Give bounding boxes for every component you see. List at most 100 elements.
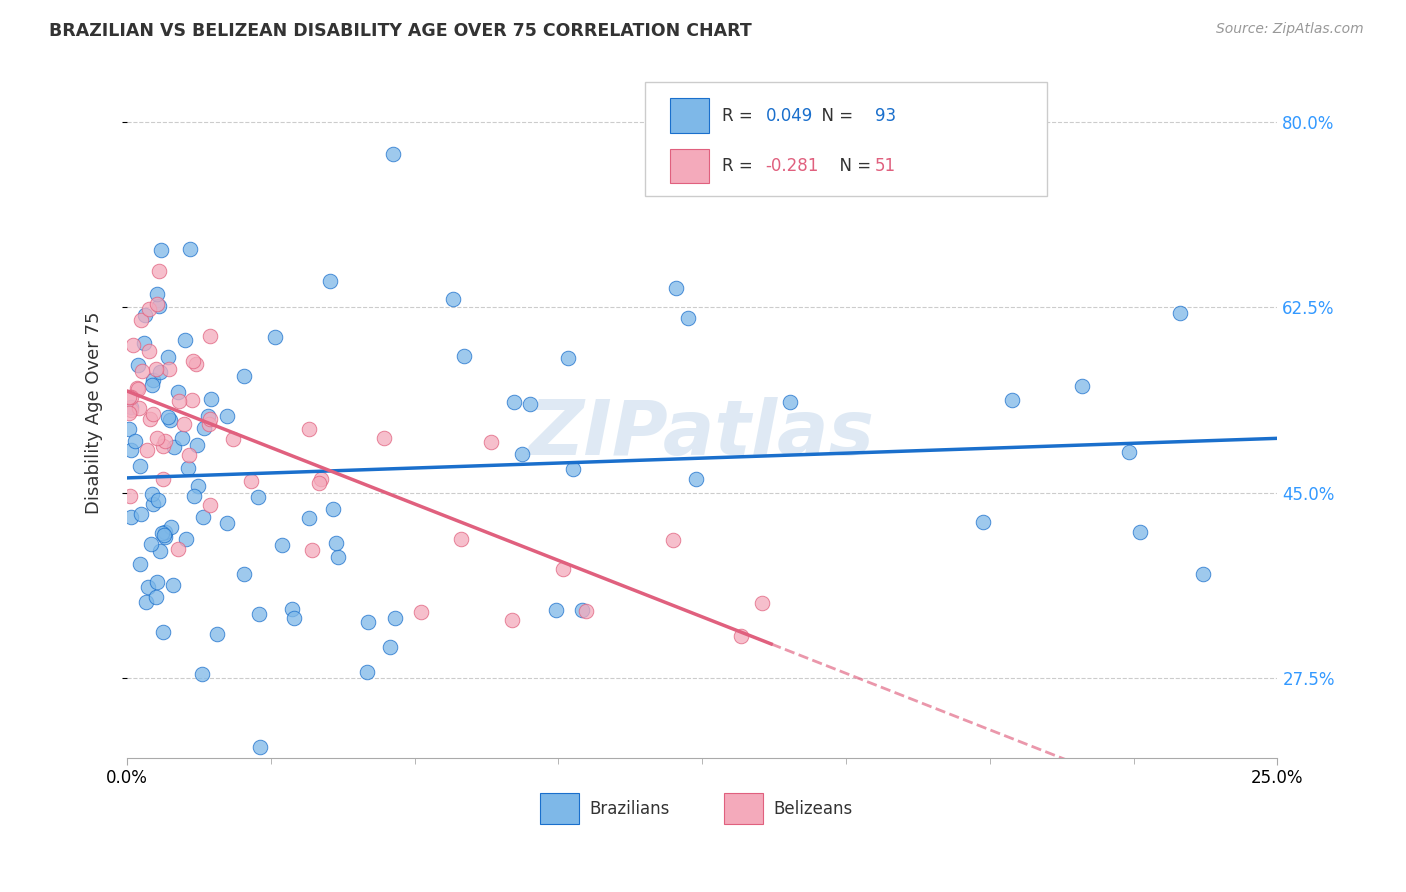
Point <box>501 613 523 627</box>
FancyBboxPatch shape <box>669 149 709 183</box>
Point <box>152 625 174 640</box>
Point <box>972 516 994 530</box>
Point <box>127 382 149 396</box>
Text: BRAZILIAN VS BELIZEAN DISABILITY AGE OVER 75 CORRELATION CHART: BRAZILIAN VS BELIZEAN DISABILITY AGE OVE… <box>49 22 752 40</box>
Point <box>120 401 142 415</box>
Point <box>308 475 330 490</box>
Point <box>138 301 160 316</box>
Text: Source: ZipAtlas.com: Source: ZipAtlas.com <box>1216 22 1364 37</box>
Point <box>283 611 305 625</box>
Point <box>177 461 200 475</box>
FancyBboxPatch shape <box>669 98 709 133</box>
Point <box>127 358 149 372</box>
Point <box>453 349 475 363</box>
Point <box>174 532 197 546</box>
Point <box>121 338 143 352</box>
Point <box>129 458 152 473</box>
Point <box>247 607 270 621</box>
Point <box>179 448 201 462</box>
Point <box>146 287 169 301</box>
Point <box>174 334 197 348</box>
Text: N =: N = <box>811 107 859 125</box>
Point <box>450 532 472 546</box>
Point <box>512 447 534 461</box>
Point <box>127 381 149 395</box>
Point <box>179 242 201 256</box>
Point <box>146 297 169 311</box>
Point <box>779 395 801 409</box>
Point <box>152 472 174 486</box>
Point <box>281 602 304 616</box>
Point <box>145 575 167 590</box>
Point <box>139 537 162 551</box>
Point <box>131 364 153 378</box>
Point <box>146 431 169 445</box>
Point <box>198 329 221 343</box>
Point <box>118 422 141 436</box>
Point <box>441 292 464 306</box>
Point <box>325 535 347 549</box>
Point <box>124 434 146 448</box>
Point <box>1192 566 1215 581</box>
Text: -0.281: -0.281 <box>765 157 818 175</box>
Point <box>135 595 157 609</box>
Text: 51: 51 <box>875 157 896 175</box>
Point <box>152 438 174 452</box>
Point <box>148 263 170 277</box>
Text: 0.049: 0.049 <box>765 107 813 125</box>
Point <box>142 373 165 387</box>
Point <box>167 393 190 408</box>
Point <box>1128 524 1150 539</box>
Text: Belizeans: Belizeans <box>773 799 852 818</box>
Point <box>156 350 179 364</box>
Text: N =: N = <box>828 157 876 175</box>
Point <box>145 590 167 604</box>
Point <box>172 431 194 445</box>
Text: R =: R = <box>721 157 758 175</box>
Point <box>149 544 172 558</box>
Point <box>411 606 433 620</box>
Point <box>1118 445 1140 459</box>
Point <box>183 353 205 368</box>
Point <box>197 409 219 423</box>
Point <box>326 550 349 565</box>
Point <box>153 527 176 541</box>
Point <box>1070 379 1092 393</box>
Text: R =: R = <box>721 107 758 125</box>
Point <box>173 417 195 432</box>
Point <box>322 501 344 516</box>
Point <box>146 493 169 508</box>
Point <box>246 490 269 504</box>
Text: 93: 93 <box>875 107 896 125</box>
Point <box>118 390 141 404</box>
Point <box>120 490 142 504</box>
Point <box>200 392 222 406</box>
Point <box>131 507 153 521</box>
Point <box>149 244 172 258</box>
Point <box>678 310 700 325</box>
Point <box>662 533 685 548</box>
Point <box>180 392 202 407</box>
Point <box>153 525 176 540</box>
Point <box>142 497 165 511</box>
Point <box>139 412 162 426</box>
Point <box>129 313 152 327</box>
Point <box>190 667 212 681</box>
Point <box>557 351 579 366</box>
Point <box>519 397 541 411</box>
Point <box>145 362 167 376</box>
Point <box>571 603 593 617</box>
Point <box>479 434 502 449</box>
Point <box>380 640 402 654</box>
Point <box>134 308 156 322</box>
Point <box>198 498 221 512</box>
Point <box>128 557 150 571</box>
Point <box>373 431 395 445</box>
Point <box>270 539 292 553</box>
Text: ZIPatlas: ZIPatlas <box>529 397 875 471</box>
Point <box>149 365 172 379</box>
Point <box>118 406 141 420</box>
Point <box>120 509 142 524</box>
Point <box>217 409 239 424</box>
Point <box>155 530 177 544</box>
